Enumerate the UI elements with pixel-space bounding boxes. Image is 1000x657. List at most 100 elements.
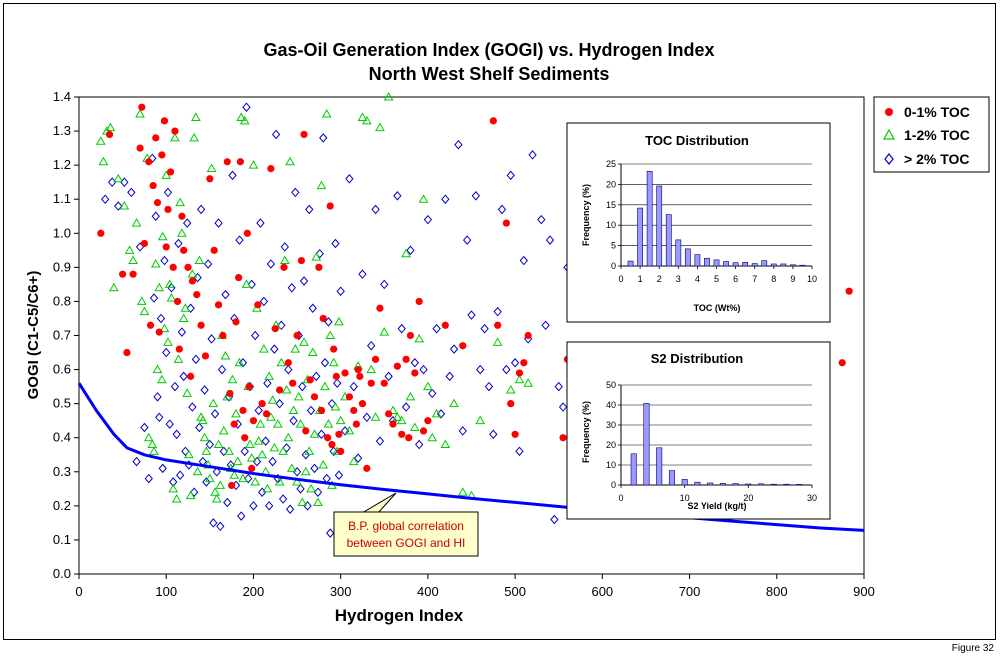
point-toc-gt-2 [212, 467, 221, 477]
point-toc-0-1 [223, 158, 231, 166]
point-toc-1-2 [136, 296, 147, 305]
point-toc-0-1 [149, 181, 157, 190]
point-toc-gt-2 [205, 439, 214, 450]
point-toc-gt-2 [462, 235, 472, 245]
toc-x-tick-label: 7 [752, 274, 757, 284]
toc-y-tick-label: 25 [606, 159, 616, 169]
s2-x-tick-label: 10 [680, 493, 690, 503]
point-toc-0-1 [171, 127, 179, 135]
point-toc-1-2 [309, 429, 320, 438]
toc-bar [713, 259, 720, 267]
point-toc-0-1 [302, 427, 310, 435]
point-toc-gt-2 [333, 378, 342, 388]
point-toc-gt-2 [454, 139, 463, 150]
legend-marker-2 [884, 153, 894, 165]
toc-x-tick-label: 9 [790, 274, 795, 284]
point-toc-gt-2 [299, 276, 309, 286]
point-toc-1-2 [143, 432, 154, 442]
legend: 0-1% TOC 1-2% TOC > 2% TOC [873, 96, 990, 173]
point-toc-gt-2 [158, 463, 167, 474]
point-toc-1-2 [218, 425, 229, 435]
point-toc-1-2 [267, 395, 278, 404]
chart-title: Gas-Oil Generation Index (GOGI) vs. Hydr… [263, 40, 714, 60]
s2-bar [745, 483, 752, 486]
point-toc-1-2 [164, 279, 175, 288]
point-toc-1-2 [168, 483, 179, 493]
y-tick-label: 1.4 [53, 89, 71, 104]
s2-bar [732, 483, 739, 486]
annotation-line-2: between GOGI and HI [347, 536, 466, 550]
point-toc-gt-2 [188, 402, 197, 412]
point-toc-1-2 [255, 419, 266, 428]
point-toc-1-2 [405, 391, 416, 401]
point-toc-gt-2 [263, 378, 272, 388]
point-toc-0-1 [162, 243, 170, 251]
point-toc-gt-2 [280, 242, 290, 252]
point-toc-gt-2 [203, 259, 213, 269]
point-toc-gt-2 [235, 235, 244, 245]
point-toc-1-2 [156, 374, 167, 384]
y-axis-label: GOGI (C1-C5/C6+) [25, 271, 42, 400]
point-toc-0-1 [97, 229, 105, 237]
point-toc-1-2 [318, 459, 329, 469]
point-toc-1-2 [171, 494, 182, 503]
point-toc-1-2 [375, 122, 385, 132]
point-toc-1-2 [245, 439, 255, 449]
point-toc-gt-2 [306, 405, 316, 416]
point-toc-0-1 [297, 256, 306, 265]
point-toc-0-1 [187, 372, 195, 380]
point-toc-0-1 [249, 417, 258, 425]
point-toc-0-1 [201, 352, 210, 360]
point-toc-0-1 [280, 263, 288, 271]
point-toc-0-1 [494, 321, 502, 329]
point-toc-gt-2 [223, 497, 232, 508]
s2-bar [770, 483, 777, 486]
point-toc-gt-2 [298, 381, 307, 392]
point-toc-0-1 [210, 246, 218, 254]
toc-bar [751, 263, 758, 267]
point-toc-1-2 [440, 439, 451, 449]
point-toc-gt-2 [251, 330, 260, 341]
point-toc-0-1 [356, 372, 364, 380]
s2-y-tick-label: 30 [606, 420, 616, 430]
point-toc-0-1 [306, 376, 314, 384]
annotation-box [333, 511, 479, 557]
point-toc-gt-2 [308, 303, 317, 314]
point-toc-0-1 [310, 393, 319, 401]
point-toc-1-2 [241, 279, 252, 288]
point-toc-1-2 [180, 303, 191, 312]
toc-x-tick-label: 10 [807, 274, 817, 284]
s2-inset-title: S2 Distribution [651, 351, 744, 366]
legend-label-1: 1-2% TOC [904, 127, 970, 143]
y-tick-label: 0.4 [53, 430, 71, 445]
point-toc-gt-2 [172, 429, 181, 440]
point-toc-0-1 [337, 447, 345, 455]
toc-y-tick-label: 5 [611, 241, 616, 251]
point-toc-gt-2 [256, 218, 265, 228]
point-toc-gt-2 [358, 269, 367, 279]
point-toc-1-2 [366, 364, 377, 374]
point-toc-1-2 [281, 385, 292, 394]
point-toc-1-2 [215, 480, 226, 489]
point-toc-gt-2 [317, 429, 326, 440]
point-toc-gt-2 [327, 398, 337, 409]
point-toc-1-2 [288, 405, 299, 414]
point-toc-0-1 [284, 359, 292, 367]
point-toc-gt-2 [319, 133, 328, 143]
point-toc-gt-2 [202, 477, 211, 487]
point-toc-1-2 [357, 112, 368, 121]
point-toc-1-2 [236, 112, 247, 121]
point-toc-1-2 [213, 439, 224, 449]
point-toc-gt-2 [181, 446, 190, 457]
point-toc-gt-2 [179, 371, 188, 382]
point-toc-gt-2 [219, 446, 228, 457]
s2-bar [694, 481, 701, 486]
point-toc-0-1 [214, 301, 223, 309]
main-scatter-chart: Gas-Oil Generation Index (GOGI) vs. Hydr… [25, 40, 990, 625]
point-toc-gt-2 [114, 201, 123, 211]
point-toc-0-1 [332, 372, 340, 380]
point-toc-1-2 [423, 381, 433, 391]
point-toc-gt-2 [254, 405, 263, 416]
point-toc-1-2 [95, 136, 106, 145]
x-axis-label: Hydrogen Index [335, 606, 464, 625]
